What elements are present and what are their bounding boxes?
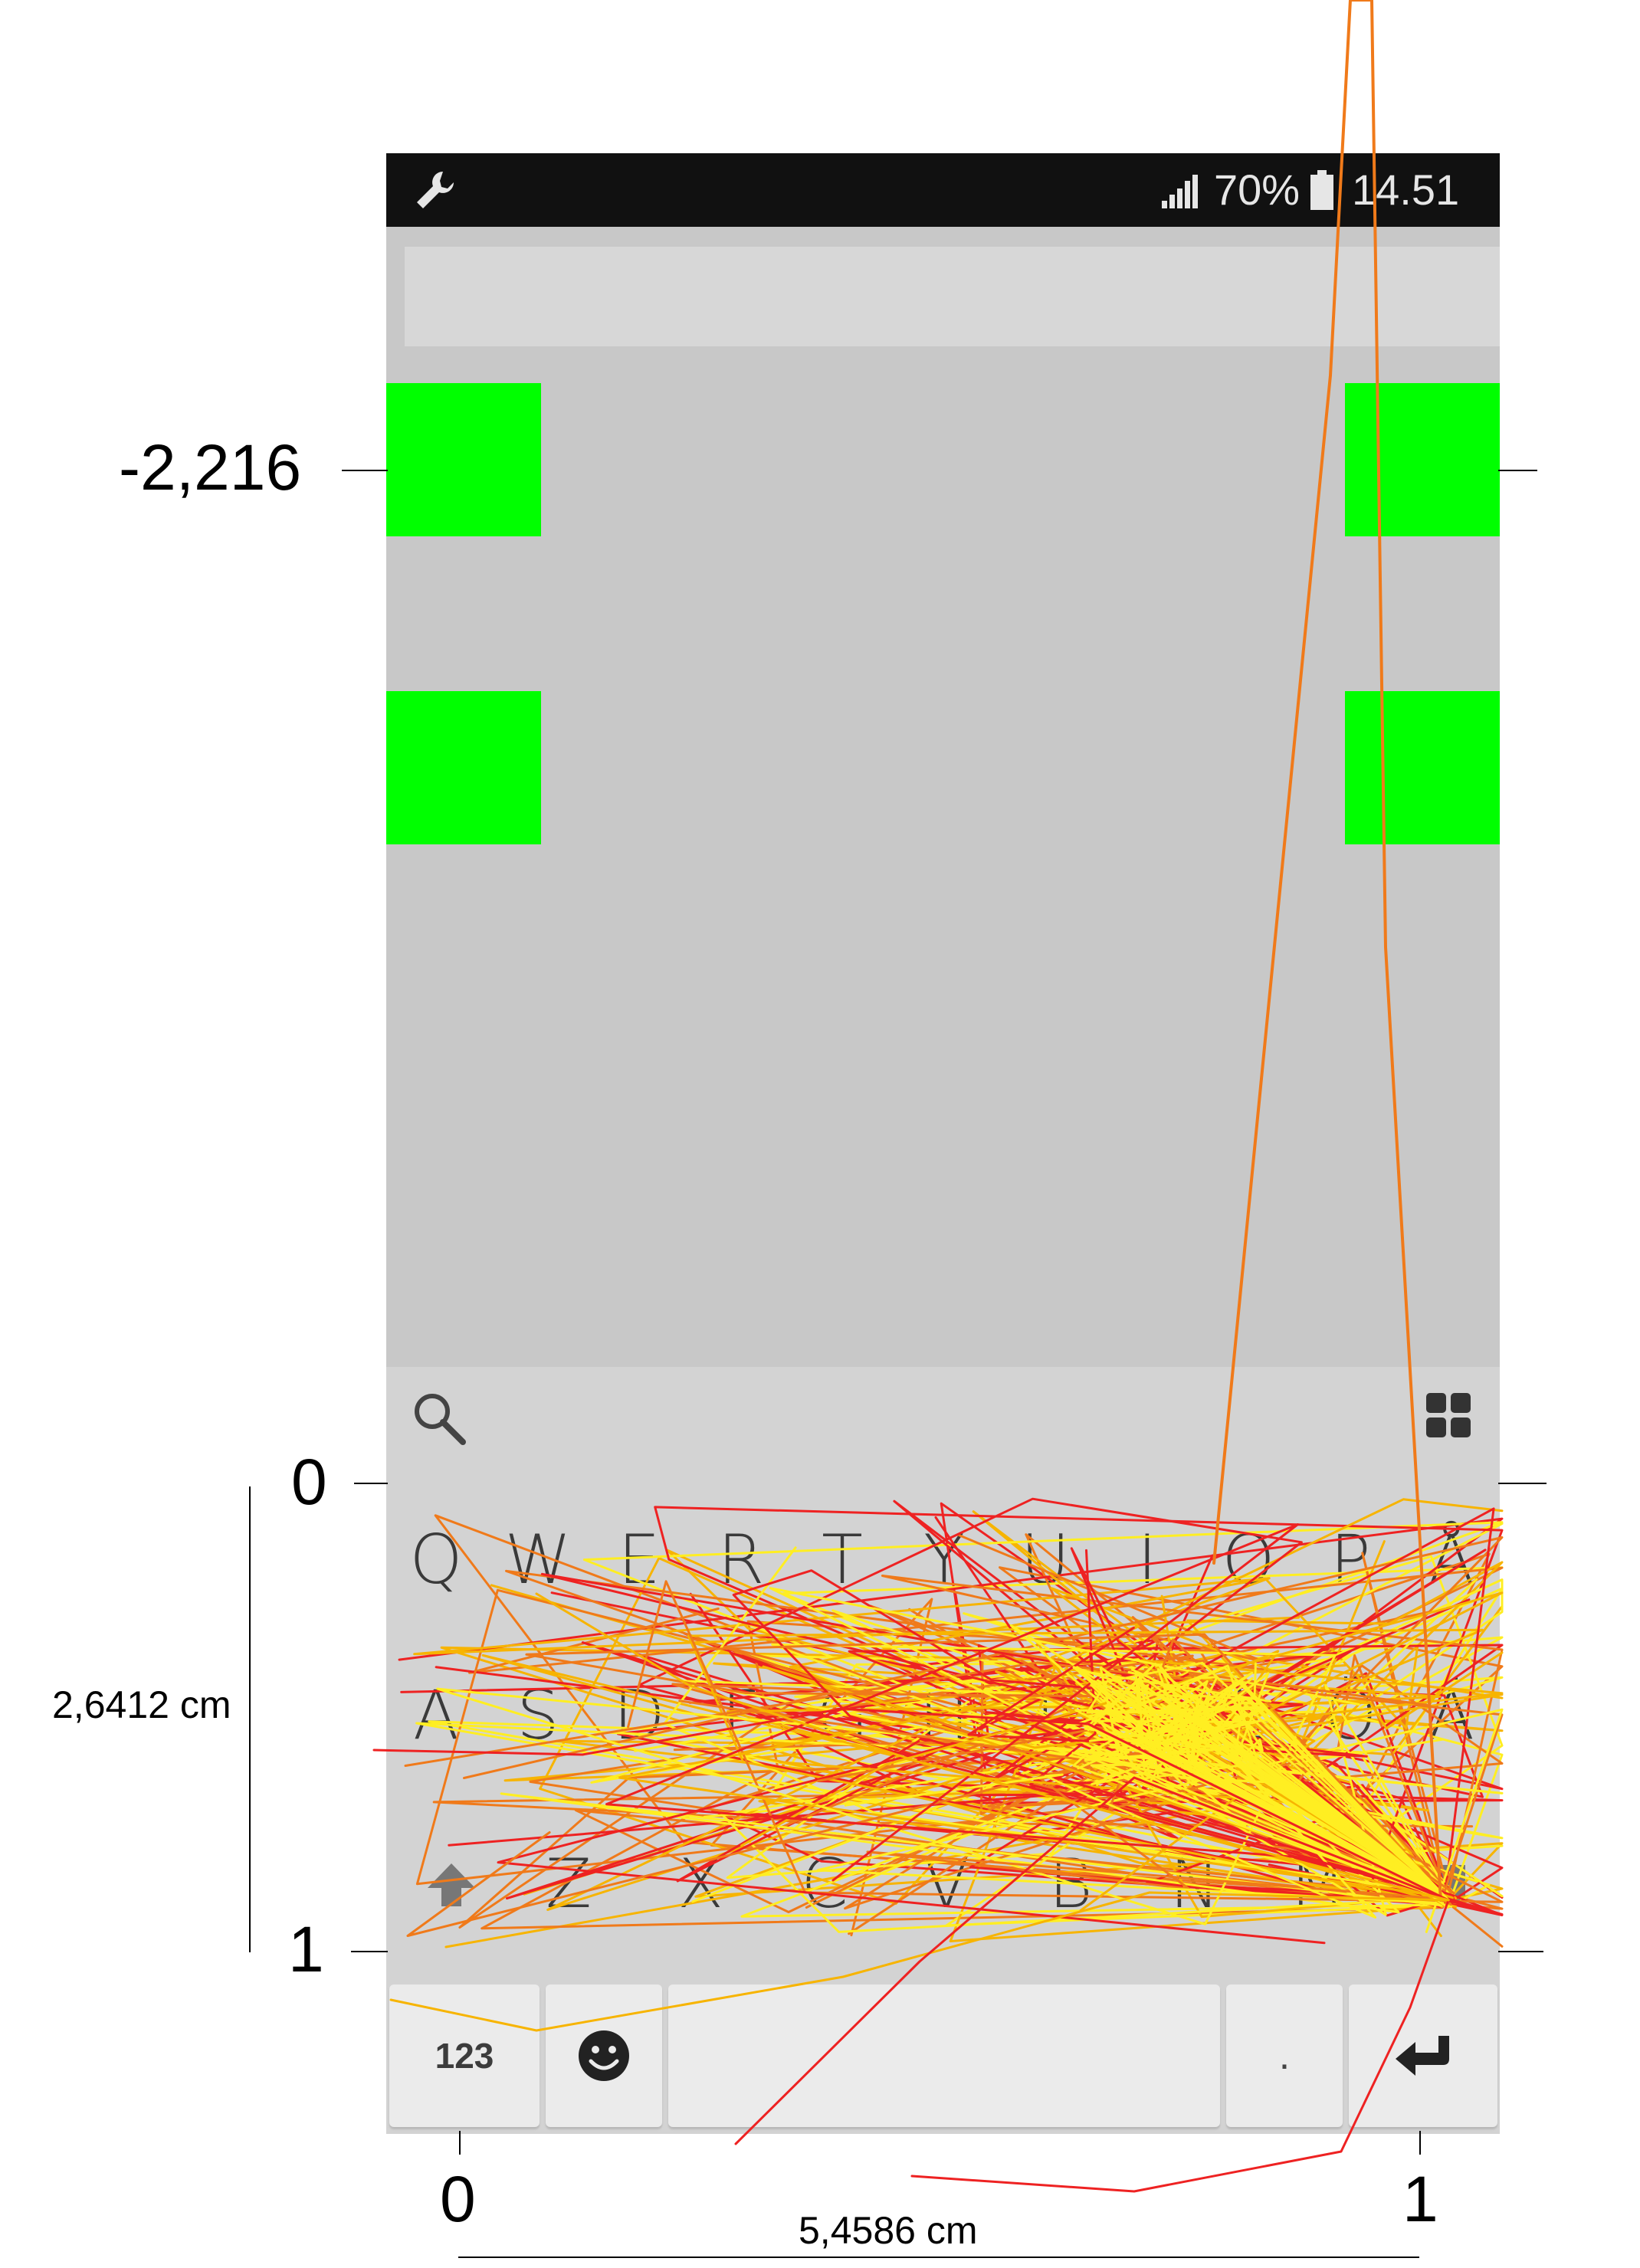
- x-zero-label: 0: [440, 2163, 476, 2235]
- y-zero-label: 0: [291, 1446, 327, 1518]
- key-q[interactable]: Q: [409, 1520, 463, 1599]
- wrench-icon: [417, 172, 454, 208]
- period-key[interactable]: .: [1226, 1984, 1343, 2127]
- tick-marks: [249, 470, 1547, 2258]
- touch-trace: [605, 1523, 1504, 1916]
- touch-trace: [1084, 1738, 1450, 1902]
- touch-trace: [1071, 1712, 1450, 1902]
- touch-trace: [816, 1708, 1504, 1933]
- touch-trace: [910, 1899, 1450, 2193]
- clock: 14.51: [1352, 166, 1460, 214]
- space-key[interactable]: [668, 1984, 1220, 2127]
- touch-trace: [1029, 1549, 1455, 1897]
- touch-trace: [1079, 1664, 1450, 1902]
- y-top-label: -2,216: [119, 431, 302, 503]
- height-label: 2,6412 cm: [52, 1683, 231, 1726]
- key-u[interactable]: U: [1020, 1520, 1071, 1599]
- touch-trace: [1112, 1689, 1450, 1902]
- touch-trace: [1084, 1663, 1450, 1902]
- key-a[interactable]: A: [412, 1676, 460, 1755]
- battery-icon: [1310, 170, 1333, 210]
- x-one-label: 1: [1402, 2163, 1438, 2235]
- grid-icon[interactable]: [1425, 1391, 1472, 1439]
- touch-trace: [481, 1620, 1443, 1930]
- enter-arrow-icon: [1396, 2036, 1449, 2076]
- touch-trace: [634, 1654, 1491, 1907]
- status-bar: 70% 14.51: [386, 153, 1500, 227]
- touch-trace: [758, 1577, 1442, 1906]
- touch-traces: [372, 0, 1504, 2193]
- touch-trace: [732, 1569, 1453, 1896]
- target-middle-right: [1345, 691, 1500, 844]
- touch-trace: [740, 1591, 1504, 1896]
- touch-trace: [1212, 0, 1442, 1902]
- touch-trace: [1138, 1673, 1450, 1902]
- smiley-icon: [579, 2030, 629, 2081]
- touch-trace: [1086, 1680, 1450, 1902]
- touch-trace: [372, 1707, 1450, 1902]
- key-r[interactable]: R: [717, 1520, 765, 1599]
- touch-trace: [1090, 1672, 1450, 1902]
- touch-trace: [654, 1506, 1504, 1903]
- touch-trace: [404, 1661, 1504, 1902]
- touch-trace: [881, 1533, 1504, 1896]
- width-label: 5,4586 cm: [799, 2209, 978, 2252]
- text-input-field[interactable]: [405, 247, 1500, 346]
- search-icon[interactable]: [409, 1388, 467, 1447]
- touch-trace: [389, 1891, 1450, 2032]
- key-w[interactable]: W: [504, 1520, 572, 1599]
- touch-trace: [535, 1592, 1450, 1902]
- target-top-right: [1345, 383, 1500, 536]
- key-t[interactable]: T: [822, 1520, 863, 1599]
- battery-percent: 70%: [1214, 166, 1301, 214]
- touch-trace: [436, 1643, 1504, 1926]
- touch-trace: [1100, 1667, 1450, 1902]
- y-one-label: 1: [288, 1913, 324, 1985]
- emoji-key[interactable]: [546, 1984, 662, 2127]
- touch-trace: [1074, 1709, 1450, 1902]
- touch-trace: [406, 1724, 1445, 1937]
- touch-trace: [734, 1776, 1450, 2145]
- enter-key[interactable]: [1349, 1984, 1497, 2127]
- numbers-key[interactable]: 123: [389, 1984, 540, 2127]
- shift-arrow-icon[interactable]: [425, 1862, 478, 1908]
- touch-trace: [1166, 1680, 1450, 1902]
- touch-trace: [1107, 1713, 1450, 1902]
- signal-bars-icon: [1162, 175, 1198, 208]
- touch-trace: [774, 1661, 1504, 1896]
- target-middle-left: [386, 691, 541, 844]
- target-top-left: [386, 383, 541, 536]
